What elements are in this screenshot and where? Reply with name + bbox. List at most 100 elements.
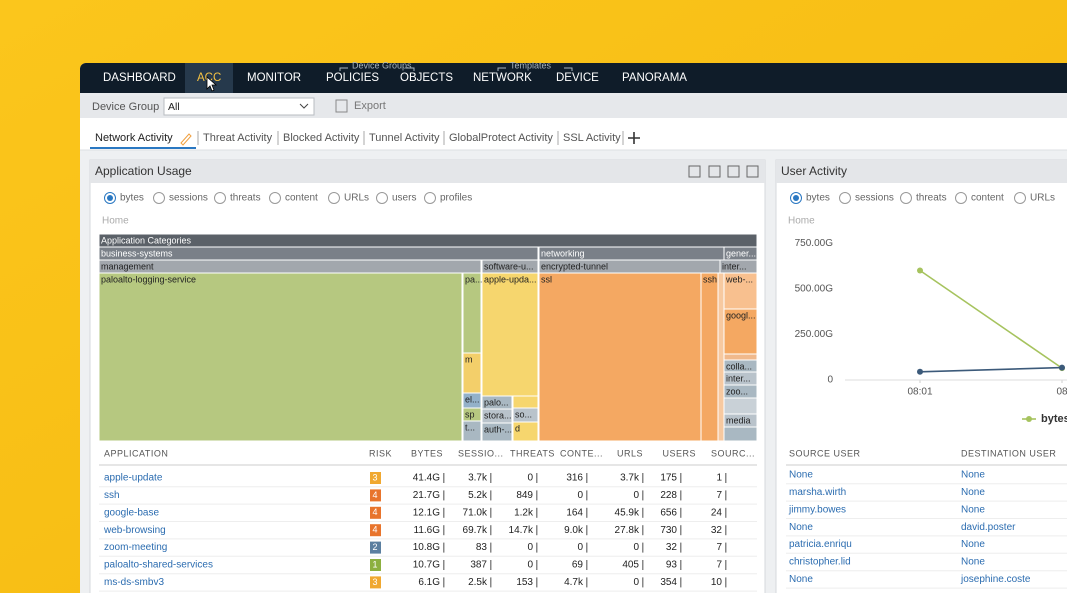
user-link[interactable]: None (961, 539, 985, 550)
app-link[interactable]: apple-update (104, 473, 163, 484)
treemap-label: apple-upda... (484, 274, 537, 284)
table-cell: 41.4G (413, 473, 440, 484)
radio[interactable] (269, 192, 281, 204)
app-link[interactable]: paloalto-shared-services (104, 560, 213, 571)
radio[interactable] (153, 192, 165, 204)
treemap-label: el... (465, 394, 480, 404)
device-group-select[interactable] (163, 97, 315, 116)
treemap-label: networking (541, 248, 585, 258)
panel-tool-icon[interactable] (708, 165, 721, 178)
radio[interactable] (214, 192, 226, 204)
table-cell: 21.7G (413, 490, 440, 501)
nav-item[interactable]: OBJECTS (400, 72, 453, 84)
radio[interactable] (424, 192, 436, 204)
panel-tool-icon[interactable] (688, 165, 701, 178)
panel-tool-icon[interactable] (746, 165, 759, 178)
data-point[interactable] (917, 368, 923, 375)
tab[interactable]: Threat Activity (203, 132, 273, 144)
user-link[interactable]: None (961, 557, 985, 568)
treemap-cell[interactable] (723, 353, 758, 361)
radio[interactable] (839, 192, 851, 204)
nav-item[interactable]: NETWORK (473, 72, 532, 84)
mini-bar (642, 560, 644, 570)
table-cell: 45.9k (615, 507, 640, 518)
tab[interactable]: Network Activity (95, 132, 173, 144)
treemap-label: pa... (465, 274, 483, 284)
legend-label[interactable]: bytes (1041, 413, 1067, 425)
table-cell: 14.7k (509, 525, 534, 536)
radio[interactable] (900, 192, 912, 204)
app-link[interactable]: ms-ds-smbv3 (104, 577, 164, 588)
user-link[interactable]: jimmy.bowes (788, 504, 846, 515)
user-link[interactable]: None (961, 504, 985, 515)
treemap-cell[interactable] (481, 272, 539, 397)
add-tab[interactable] (628, 132, 640, 144)
radio-label: bytes (120, 193, 144, 204)
treemap-cell[interactable] (512, 395, 539, 409)
user-link[interactable]: None (789, 574, 813, 585)
data-point[interactable] (917, 267, 923, 274)
treemap-cell[interactable] (98, 233, 758, 248)
user-link[interactable]: None (961, 470, 985, 481)
mini-bar (725, 577, 727, 588)
nav-item[interactable]: ACC (197, 72, 221, 84)
risk-badge (370, 541, 381, 554)
mini-bar (536, 560, 538, 570)
treemap-cell[interactable] (481, 422, 513, 442)
radio-label: URLs (344, 193, 369, 204)
app-link[interactable]: google-base (104, 507, 159, 518)
app-link[interactable]: web-browsing (103, 525, 166, 536)
treemap-label: stora... (484, 410, 512, 420)
risk-value: 1 (372, 559, 377, 569)
nav-item[interactable]: DEVICE (556, 72, 599, 84)
treemap-cell[interactable] (717, 272, 725, 442)
data-point[interactable] (1059, 364, 1065, 371)
tab[interactable]: SSL Activity (563, 132, 621, 144)
user-link[interactable]: None (961, 487, 985, 498)
tab[interactable]: Tunnel Activity (369, 132, 440, 144)
user-link[interactable]: patricia.enriqu (789, 539, 852, 550)
user-link[interactable]: marsha.wirth (789, 487, 846, 498)
y-tick-label: 250.00G (795, 329, 834, 340)
radio[interactable] (376, 192, 388, 204)
user-link[interactable]: None (789, 470, 813, 481)
legend-dot (1026, 416, 1032, 422)
tab[interactable]: GlobalProtect Activity (449, 132, 553, 144)
treemap-cell[interactable] (512, 421, 539, 442)
radio[interactable] (328, 192, 340, 204)
user-link[interactable]: josephine.coste (960, 574, 1031, 585)
nav-item[interactable]: MONITOR (247, 72, 301, 84)
radio[interactable] (1014, 192, 1026, 204)
table-cell: 1.2k (514, 507, 534, 518)
user-link[interactable]: None (789, 522, 813, 533)
app-link[interactable]: zoom-meeting (104, 542, 167, 553)
treemap-cell[interactable] (723, 426, 758, 442)
user-link[interactable]: david.poster (961, 522, 1016, 533)
treemap-cell[interactable] (538, 272, 702, 442)
cursor (206, 76, 218, 92)
treemap-cell[interactable] (723, 397, 758, 415)
treemap-cell[interactable] (462, 272, 482, 354)
radio-label: content (971, 193, 1004, 204)
treemap-cell[interactable] (462, 420, 482, 442)
table-cell: 0 (577, 490, 583, 501)
nav-item[interactable]: POLICIES (326, 72, 379, 84)
series-line (919, 366, 1063, 373)
treemap-cell[interactable] (98, 272, 463, 442)
radio[interactable] (955, 192, 967, 204)
table-cell: 10.7G (413, 560, 440, 571)
treemap-cell[interactable] (723, 272, 758, 310)
treemap-cell[interactable] (98, 259, 482, 274)
panel-tool-icon[interactable] (727, 165, 740, 178)
treemap-cell[interactable] (700, 272, 719, 442)
export-button[interactable]: Export (354, 100, 386, 112)
y-tick-label: 500.00G (795, 283, 834, 294)
user-link[interactable]: christopher.lid (789, 557, 851, 568)
table-cell: 69 (572, 560, 584, 571)
mini-bar (443, 473, 445, 483)
app-link[interactable]: ssh (104, 490, 120, 501)
tab[interactable]: Blocked Activity (283, 132, 360, 144)
nav-item[interactable]: DASHBOARD (103, 72, 176, 84)
nav-item[interactable]: PANORAMA (622, 72, 687, 84)
device-group-value: All (168, 101, 180, 113)
